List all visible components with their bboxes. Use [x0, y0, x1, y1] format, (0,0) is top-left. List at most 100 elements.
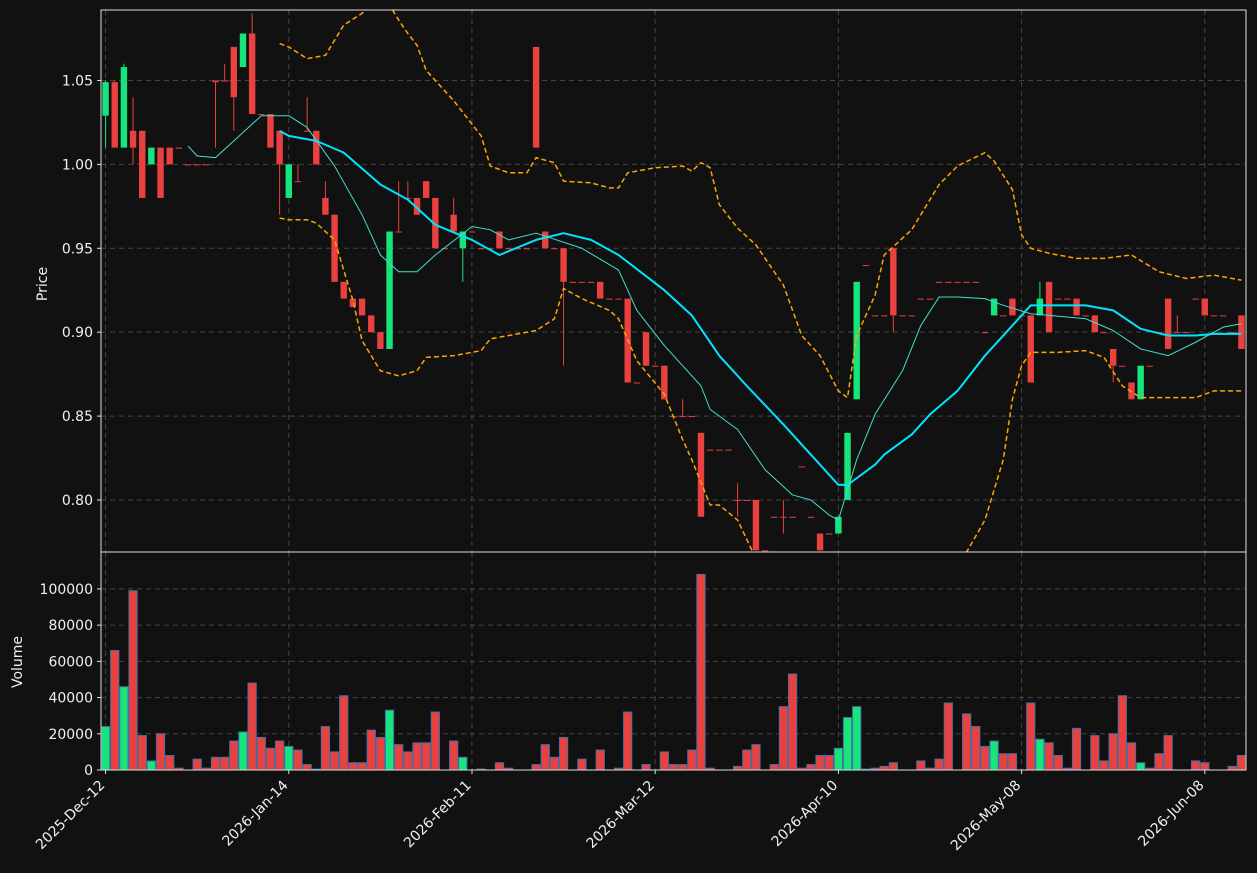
candle-body [1201, 298, 1208, 316]
candle-body [285, 164, 292, 198]
volume-bar [274, 740, 285, 771]
volume-bar [421, 742, 431, 771]
volume-bar [888, 762, 898, 771]
candle-body [816, 533, 824, 551]
volume-bar [192, 758, 202, 771]
candle-body [798, 466, 805, 468]
candle-body [477, 248, 485, 250]
volume-bar [980, 745, 990, 771]
price-axis-label: Price [35, 267, 51, 301]
volume-bar [229, 740, 239, 771]
candle-body [615, 298, 622, 300]
volume-bar [943, 702, 953, 771]
candle-body [368, 315, 375, 333]
candle-body [120, 67, 128, 148]
candle-body [395, 231, 402, 233]
candle-body [1219, 315, 1227, 317]
volume-bar [998, 753, 1008, 771]
volume-bar [668, 764, 679, 771]
volume-bar [384, 709, 395, 771]
candle-body [551, 248, 558, 250]
candle-body [1146, 365, 1154, 367]
volume-bar [1126, 742, 1137, 771]
volume-tick-label: 20000 [48, 727, 93, 743]
candle-body [514, 248, 521, 250]
candle-body [771, 516, 778, 518]
candle-body [597, 281, 604, 299]
volume-bar [1026, 702, 1036, 771]
candle-body [835, 516, 842, 534]
candle-body [1000, 315, 1007, 317]
candle-body [1036, 298, 1044, 316]
volume-bar [1090, 735, 1100, 771]
volume-bar [329, 751, 340, 771]
volume-bar [320, 726, 331, 771]
candle-body [990, 298, 998, 316]
volume-bar [787, 673, 798, 771]
overlay-line [279, 10, 1242, 399]
candle-body [230, 46, 238, 98]
candle-body [1229, 332, 1236, 334]
candle-body [826, 533, 833, 535]
volume-bar [458, 756, 468, 771]
candle-body [1073, 298, 1080, 316]
candle-body [679, 416, 686, 418]
candle-body [148, 147, 155, 165]
x-tick-label: 2026-Jan-14 [220, 777, 292, 849]
candle-body [139, 130, 146, 198]
volume-bar [833, 747, 844, 771]
candle-body [313, 130, 320, 165]
candle-body [1027, 315, 1034, 383]
candle-body [880, 315, 888, 317]
candle-body [661, 365, 668, 400]
volume-bar [430, 711, 440, 771]
candle-body [1082, 315, 1089, 317]
volume-bar [678, 764, 688, 771]
volume-bar [961, 713, 972, 771]
volume-bar [1236, 755, 1247, 771]
volume-bar [540, 744, 550, 771]
candle-body [358, 298, 366, 316]
candle-body [450, 214, 457, 232]
candle-body [890, 248, 897, 316]
candle-body [258, 114, 265, 116]
volume-bar [165, 755, 175, 771]
candle-body [377, 332, 384, 349]
candle-body [651, 365, 659, 367]
candle-body [569, 281, 576, 283]
candle-body [111, 82, 118, 148]
candle-body [441, 248, 448, 250]
x-tick-label: 2026-Apr-10 [769, 778, 842, 851]
y-tick-label: 1.00 [62, 157, 93, 173]
volume-bar [293, 749, 303, 771]
volume-bar [1154, 753, 1164, 771]
volume-bar [1099, 760, 1109, 771]
candle-body [1238, 315, 1245, 349]
y-tick-label: 0.90 [62, 325, 93, 341]
candle-body [1055, 298, 1062, 300]
volume-bar [815, 755, 825, 771]
volume-bar [412, 742, 422, 771]
volume-bar [1108, 733, 1118, 771]
volume-bar [394, 744, 404, 771]
volume-bar [687, 749, 697, 771]
volume-tick-label: 0 [84, 763, 93, 779]
candle-body [248, 33, 256, 115]
volume-bar [119, 686, 129, 771]
x-tick-label: 2026-May-08 [948, 778, 1025, 855]
volume-bar [110, 649, 120, 771]
volume-bar [494, 762, 505, 771]
overlay-line [279, 217, 1242, 552]
volume-bar [403, 751, 413, 771]
volume-bar [842, 716, 853, 771]
volume-bar [623, 711, 633, 771]
y-tick-label: 0.85 [62, 409, 93, 425]
candle-body [697, 432, 705, 517]
volume-bar [696, 573, 706, 771]
candle-body [542, 231, 549, 249]
volume-bar [558, 736, 569, 771]
candle-body [422, 181, 430, 198]
volume-tick-label: 80000 [48, 618, 93, 634]
candle-body [1109, 348, 1117, 366]
